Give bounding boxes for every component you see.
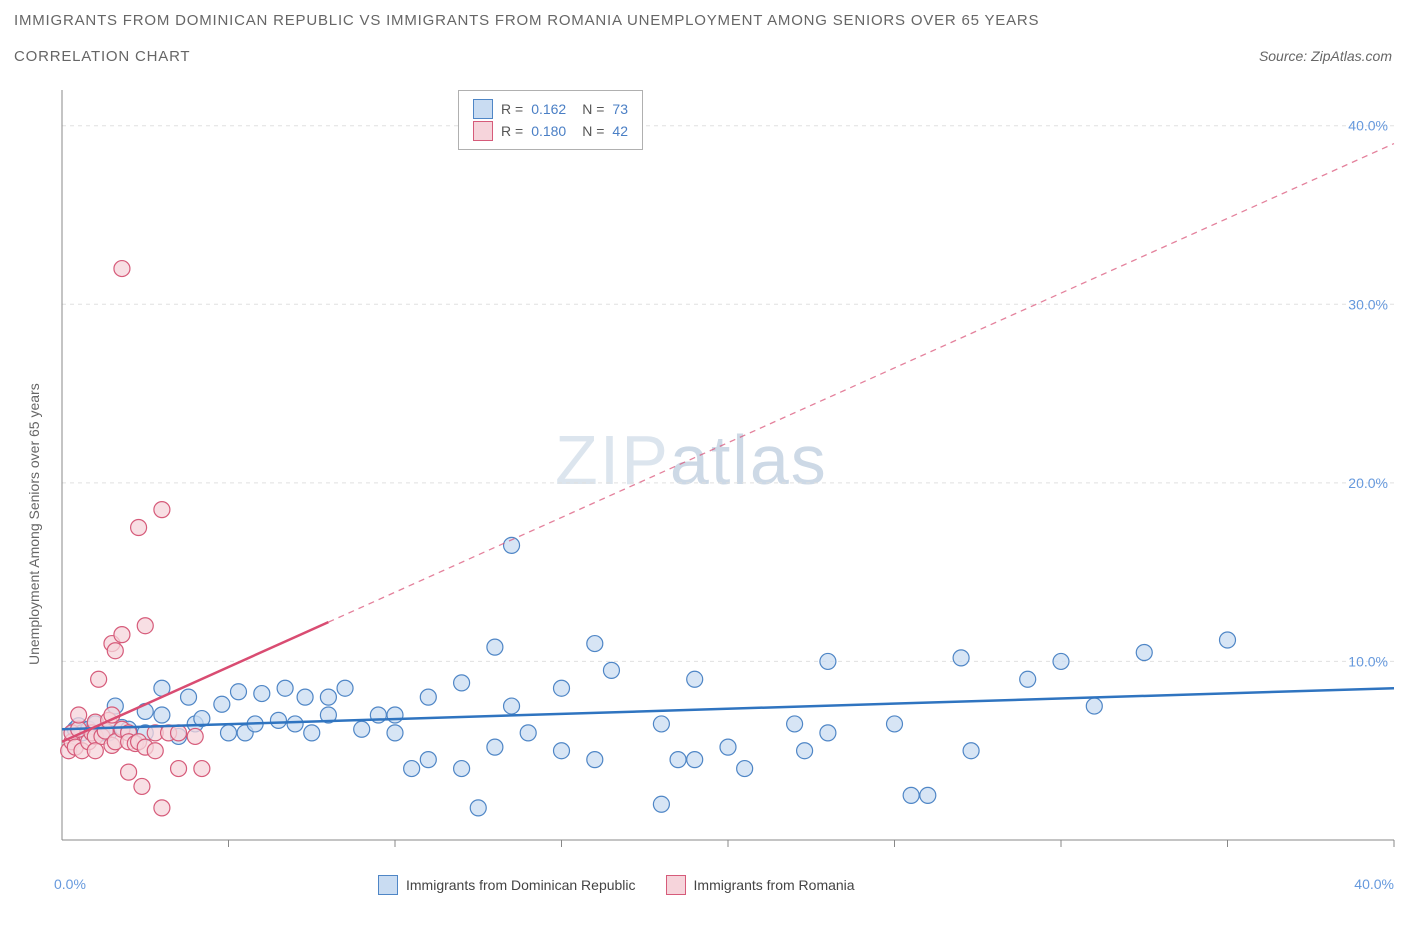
legend-N-label: N = (582, 123, 604, 139)
legend-series: Immigrants from Dominican Republic Immigr… (378, 875, 855, 895)
legend-swatch (666, 875, 686, 895)
x-axis-min-label: 0.0% (54, 876, 86, 892)
svg-text:40.0%: 40.0% (1348, 118, 1388, 134)
legend-row-dominican: R = 0.162 N = 73 (473, 99, 628, 119)
legend-N-value: 73 (612, 101, 628, 117)
legend-series-label: Immigrants from Romania (694, 877, 855, 893)
legend-series-romania: Immigrants from Romania (666, 875, 855, 895)
legend-swatch (378, 875, 398, 895)
legend-R-value: 0.162 (531, 101, 566, 117)
legend-R-value: 0.180 (531, 123, 566, 139)
x-axis-max-label: 40.0% (1354, 876, 1394, 892)
legend-statistics-box: R = 0.162 N = 73 R = 0.180 N = 42 (458, 90, 643, 150)
legend-swatch (473, 121, 493, 141)
svg-text:30.0%: 30.0% (1348, 296, 1388, 312)
svg-text:20.0%: 20.0% (1348, 475, 1388, 491)
legend-N-label: N = (582, 101, 604, 117)
svg-text:10.0%: 10.0% (1348, 653, 1388, 669)
correlation-scatter-chart: 10.0% 20.0% 30.0% 40.0% (0, 0, 1406, 930)
legend-series-label: Immigrants from Dominican Republic (406, 877, 636, 893)
legend-swatch (473, 99, 493, 119)
legend-N-value: 42 (612, 123, 628, 139)
legend-R-label: R = (501, 101, 523, 117)
legend-series-dominican: Immigrants from Dominican Republic (378, 875, 636, 895)
legend-row-romania: R = 0.180 N = 42 (473, 121, 628, 141)
legend-R-label: R = (501, 123, 523, 139)
